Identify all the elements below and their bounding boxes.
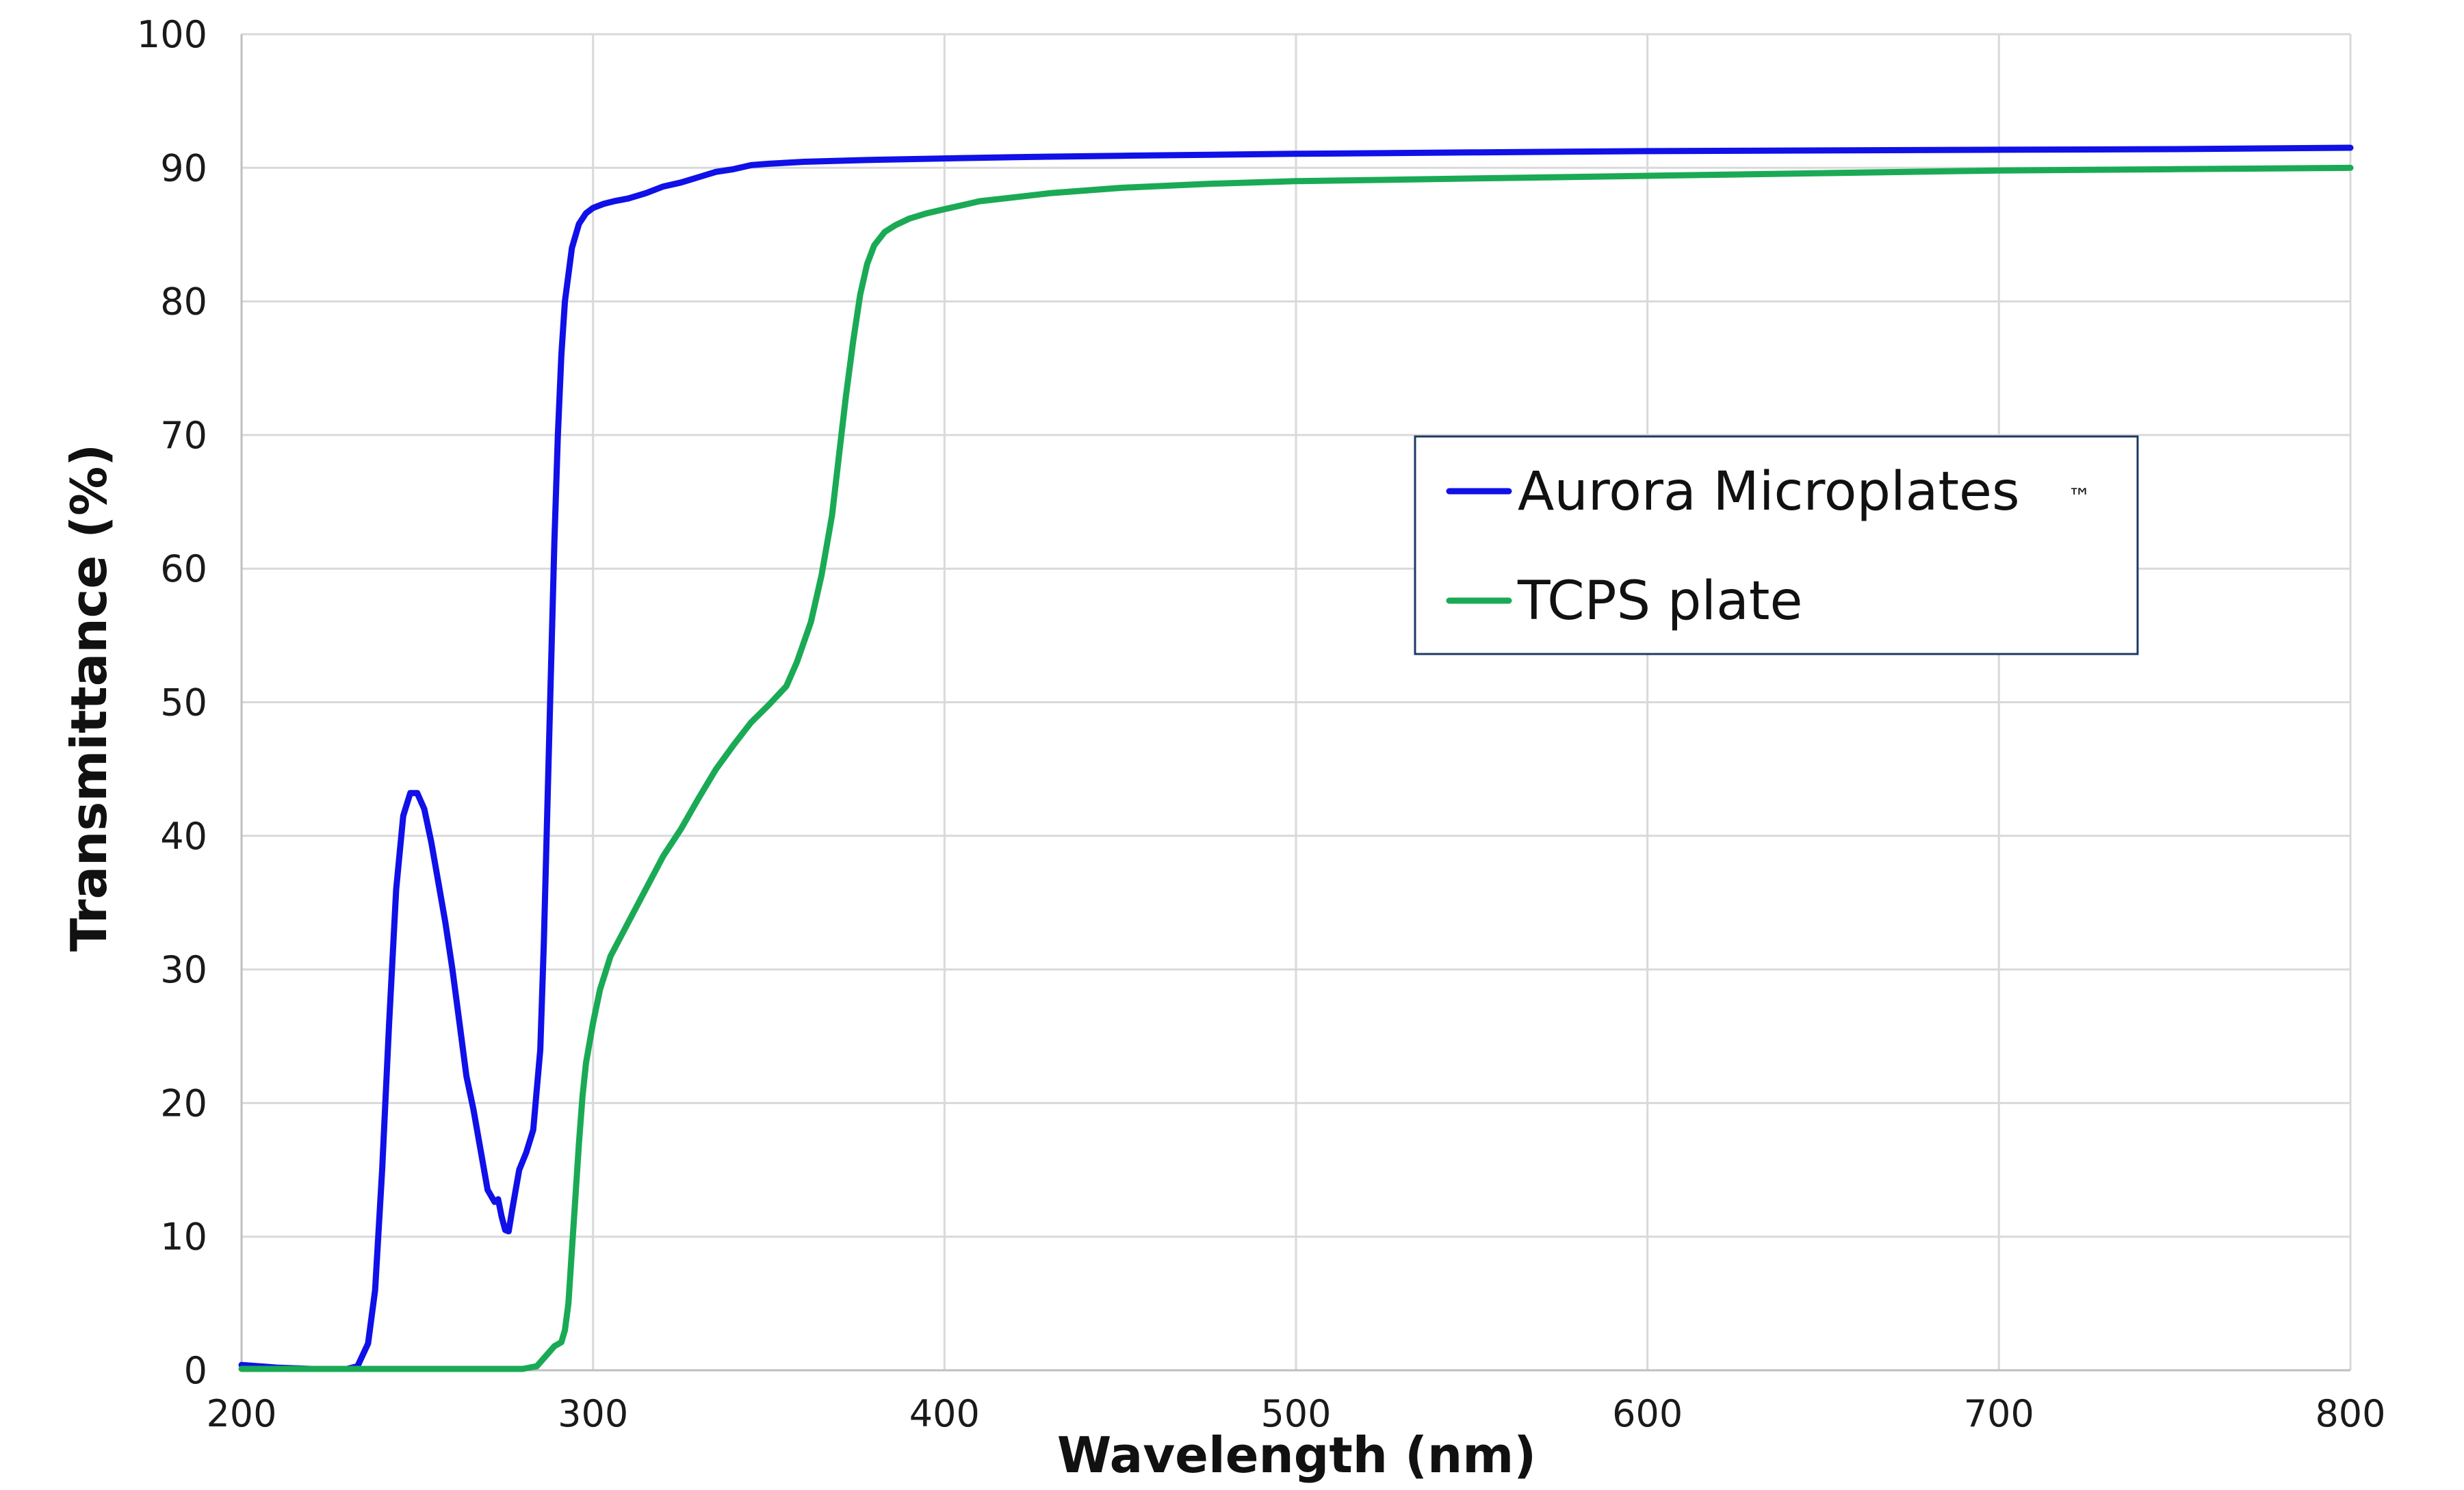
x-tick-label-800: 800: [2315, 1392, 2385, 1435]
legend-trademark-mark: ™: [2068, 484, 2091, 511]
y-tick-label-50: 50: [160, 681, 207, 724]
x-tick-label-400: 400: [909, 1392, 980, 1435]
x-axis-title: Wavelength (nm): [1057, 1426, 1536, 1484]
x-tick-label-600: 600: [1612, 1392, 1683, 1435]
series-lines: [238, 144, 2354, 1372]
x-tick-label-300: 300: [558, 1392, 628, 1435]
y-tick-label-10: 10: [160, 1216, 207, 1259]
y-tick-label-80: 80: [160, 280, 207, 324]
y-tick-label-40: 40: [160, 815, 207, 858]
x-tick-label-500: 500: [1260, 1392, 1331, 1435]
y-tick-label-0: 0: [184, 1349, 207, 1392]
legend-box: [1414, 435, 2139, 655]
axes: [240, 34, 2350, 1372]
y-tick-label-60: 60: [160, 547, 207, 590]
series-line-aurora-microplates: [238, 144, 2354, 1372]
y-tick-label-90: 90: [160, 146, 207, 189]
y-tick-label-70: 70: [160, 414, 207, 457]
y-axis-title: Transmittance (%): [60, 444, 118, 952]
series-line-tcps-plate: [238, 164, 2354, 1372]
y-tick-label-20: 20: [160, 1082, 207, 1125]
gridlines: [242, 33, 2352, 1370]
y-tick-label-30: 30: [160, 948, 207, 991]
y-tick-label-100: 100: [137, 13, 207, 56]
legend-label-aurora: Aurora Microplates: [1518, 461, 2020, 523]
x-tick-label-200: 200: [206, 1392, 276, 1435]
x-tick-label-700: 700: [1964, 1392, 2034, 1435]
legend-label-tcps: TCPS plate: [1517, 571, 1802, 632]
legend: Aurora Microplates ™ TCPS plate: [1414, 435, 2139, 655]
tick-labels: 0 10 20 30 40 50 60 70 80 90 100 200 300 400 500 600 700…: [137, 13, 2386, 1435]
